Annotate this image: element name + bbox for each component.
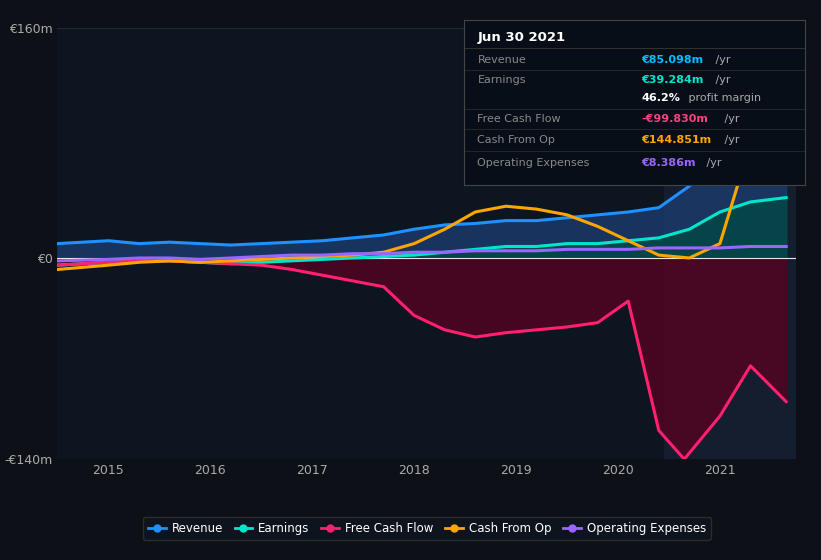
Text: /yr: /yr	[721, 135, 739, 145]
Text: €8.386m: €8.386m	[641, 158, 695, 169]
Text: €85.098m: €85.098m	[641, 55, 703, 65]
Legend: Revenue, Earnings, Free Cash Flow, Cash From Op, Operating Expenses: Revenue, Earnings, Free Cash Flow, Cash …	[143, 517, 711, 539]
Text: profit margin: profit margin	[686, 93, 761, 103]
Text: €39.284m: €39.284m	[641, 75, 704, 85]
Text: Cash From Op: Cash From Op	[478, 135, 555, 145]
Text: -€99.830m: -€99.830m	[641, 114, 708, 124]
Text: /yr: /yr	[712, 75, 731, 85]
Text: 46.2%: 46.2%	[641, 93, 680, 103]
Text: Free Cash Flow: Free Cash Flow	[478, 114, 561, 124]
Text: /yr: /yr	[721, 114, 739, 124]
Text: /yr: /yr	[703, 158, 722, 169]
Text: Revenue: Revenue	[478, 55, 526, 65]
Bar	[664, 28, 796, 459]
Text: €144.851m: €144.851m	[641, 135, 711, 145]
Text: Operating Expenses: Operating Expenses	[478, 158, 589, 169]
Text: /yr: /yr	[712, 55, 731, 65]
Text: Earnings: Earnings	[478, 75, 526, 85]
Text: Jun 30 2021: Jun 30 2021	[478, 31, 566, 44]
